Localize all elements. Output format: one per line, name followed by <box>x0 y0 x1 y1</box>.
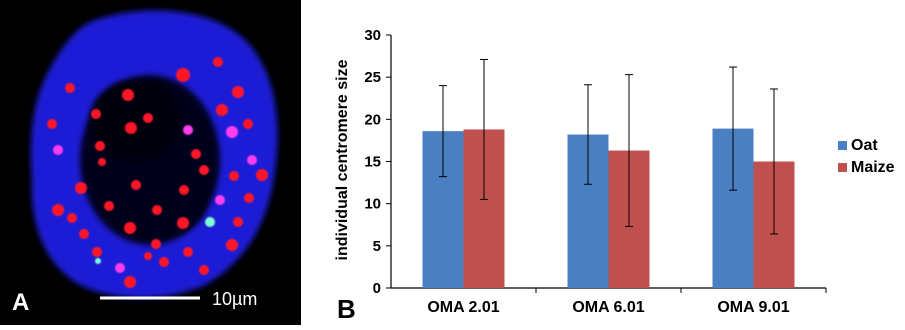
y-tick-label: 30 <box>364 27 381 44</box>
centromere-spot <box>125 122 137 134</box>
centromere-spot <box>226 126 238 138</box>
centromere-spot <box>177 217 189 229</box>
centromere-spot <box>122 89 134 101</box>
centromere-spot <box>256 169 268 181</box>
centromere-spot <box>143 113 153 123</box>
error-bar <box>729 66 737 191</box>
x-tick-label: OMA 9.01 <box>717 299 789 316</box>
centromere-spot <box>244 193 254 203</box>
legend-swatch-oat <box>838 141 847 150</box>
micrograph-panel: A 10µm <box>0 0 301 325</box>
centromere-spot <box>247 155 257 165</box>
centromere-spot <box>151 239 161 249</box>
y-tick-label: 25 <box>364 69 381 86</box>
error-bar <box>770 88 778 235</box>
centromere-spot <box>67 213 77 223</box>
centromere-spot <box>243 119 253 129</box>
centromere-spot <box>92 247 102 257</box>
legend-swatch-maize <box>838 163 847 172</box>
centromere-spot <box>159 257 169 267</box>
error-bar <box>480 58 488 200</box>
error-bar <box>584 84 592 185</box>
centromere-spot <box>191 149 201 159</box>
legend: Oat Maize <box>838 137 895 176</box>
centromere-spot <box>75 182 87 194</box>
bar-chart: B individual centromere size 0 5 10 15 20 25 3… <box>334 27 895 324</box>
legend-label-maize: Maize <box>851 159 895 176</box>
centromere-spot <box>199 265 209 275</box>
centromere-spot <box>183 125 193 135</box>
centromere-spot <box>213 57 223 67</box>
panel-label-b: B <box>337 294 356 324</box>
centromere-spot <box>205 217 215 227</box>
bars <box>422 128 795 288</box>
centromere-spot <box>226 239 238 251</box>
legend-label-oat: Oat <box>851 137 878 154</box>
centromere-spot <box>98 158 106 166</box>
centromere-spot <box>152 205 162 215</box>
centromere-spot <box>179 185 189 195</box>
centromere-spot <box>47 119 57 129</box>
centromere-spot <box>115 263 125 273</box>
centromere-spot <box>53 145 63 155</box>
centromere-spot <box>52 204 64 216</box>
panel-label-a: A <box>12 289 29 316</box>
x-axis-labels: OMA 2.01 OMA 6.01 OMA 9.01 <box>427 288 827 316</box>
centromere-spot <box>229 171 239 181</box>
y-tick-label: 5 <box>373 238 381 255</box>
y-axis-label: individual centromere size <box>334 59 351 260</box>
y-tick-label: 20 <box>364 111 381 128</box>
y-tick-label: 15 <box>364 154 381 171</box>
centromere-spot <box>131 180 141 190</box>
centromere-spot <box>124 276 136 288</box>
centromere-spot <box>144 252 152 260</box>
centromere-spot <box>199 165 209 175</box>
centromere-spot <box>79 229 89 239</box>
centromere-spot <box>216 104 228 116</box>
centromere-spot <box>104 201 114 211</box>
scale-bar-label: 10µm <box>212 289 257 309</box>
centromere-spot <box>215 195 225 205</box>
y-tick-label: 0 <box>373 280 381 297</box>
error-bar <box>625 74 633 227</box>
centromere-spot <box>233 217 243 227</box>
error-bar <box>439 85 447 178</box>
bar-chart-panel: B individual centromere size 0 5 10 15 20 25 3… <box>301 0 905 325</box>
nucleus <box>30 10 278 298</box>
centromere-spot <box>176 68 190 82</box>
x-tick-label: OMA 6.01 <box>572 299 644 316</box>
centromere-signals <box>47 57 268 288</box>
centromere-spot <box>95 258 101 264</box>
centromere-spot <box>124 222 136 234</box>
centromere-spot <box>232 86 244 98</box>
centromere-spot <box>183 247 193 257</box>
y-tick-label: 10 <box>364 196 381 213</box>
centromere-spot <box>95 141 105 151</box>
centromere-spot <box>65 83 75 93</box>
x-tick-label: OMA 2.01 <box>427 299 499 316</box>
micrograph-image: A 10µm <box>12 10 278 316</box>
centromere-spot <box>91 109 101 119</box>
error-bars <box>439 58 778 235</box>
